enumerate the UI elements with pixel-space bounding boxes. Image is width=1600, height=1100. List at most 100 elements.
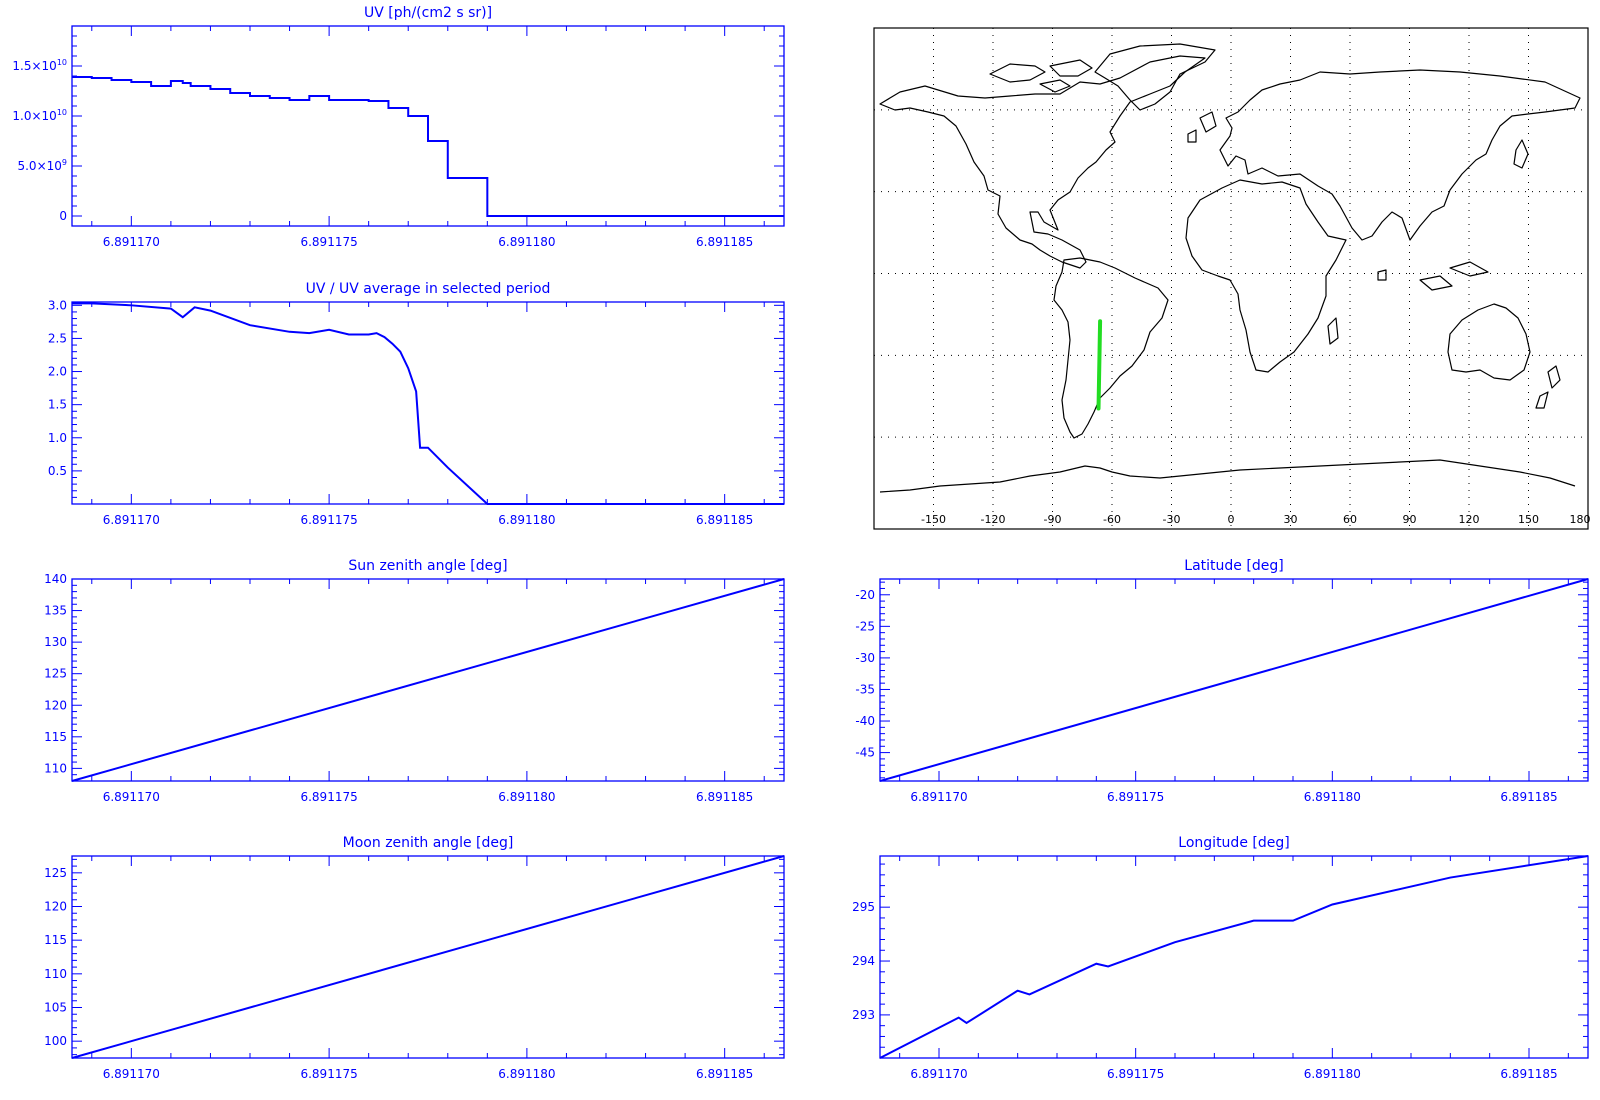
- y-tick-label: 140: [44, 572, 67, 586]
- x-tick-label: 6.891175: [300, 1067, 357, 1081]
- y-tick-label: -35: [855, 682, 875, 696]
- y-tick-label: 120: [44, 698, 67, 712]
- y-tick-label: 1.0: [48, 431, 67, 445]
- y-tick-label: 294: [852, 954, 875, 968]
- map-lon-label: 30: [1284, 513, 1298, 526]
- coastline-greenland: [1094, 43, 1216, 111]
- chart-title: Moon zenith angle [deg]: [343, 835, 514, 851]
- plot-frame: [879, 855, 1589, 1059]
- map-lon-label: 90: [1403, 513, 1417, 526]
- x-tick-label: 6.891170: [103, 1067, 160, 1081]
- x-tick-label: 6.891170: [910, 790, 967, 804]
- map-lon-label: 60: [1343, 513, 1357, 526]
- x-tick-label: 6.891185: [1500, 1067, 1557, 1081]
- plot-frame: [71, 855, 785, 1059]
- x-tick-label: 6.891175: [1107, 790, 1164, 804]
- x-tick-label: 6.891175: [300, 235, 357, 249]
- coastline-arctic-islands: [989, 59, 1093, 93]
- map-lon-label: -30: [1163, 513, 1181, 526]
- y-tick-label: 293: [852, 1008, 875, 1022]
- coastlines: [879, 43, 1581, 493]
- plot-frame: [879, 578, 1589, 782]
- series-line: [72, 302, 784, 505]
- y-tick-label: 1.0×1010: [12, 108, 67, 123]
- chart-title: Sun zenith angle [deg]: [348, 558, 507, 574]
- y-tick-label: 100: [44, 1034, 67, 1048]
- map-lon-label: -90: [1044, 513, 1062, 526]
- y-tick-label: 115: [44, 730, 67, 744]
- x-tick-label: 6.891180: [1304, 790, 1361, 804]
- y-tick-label: 130: [44, 635, 67, 649]
- y-tick-label: 135: [44, 604, 67, 618]
- coastline-north-america: [879, 55, 1206, 269]
- map-lon-label: 0: [1228, 513, 1235, 526]
- series-line: [71, 578, 785, 782]
- x-tick-label: 6.891175: [300, 513, 357, 527]
- x-tick-label: 6.891180: [498, 1067, 555, 1081]
- x-tick-label: 6.891180: [498, 513, 555, 527]
- map-lon-label: 150: [1518, 513, 1539, 526]
- y-tick-label: 115: [44, 933, 67, 947]
- y-tick-label: -25: [855, 619, 875, 633]
- y-tick-label: 125: [44, 866, 67, 880]
- map-frame: [873, 27, 1589, 530]
- y-tick-label: -30: [855, 651, 875, 665]
- y-tick-label: -45: [855, 746, 875, 760]
- chart-title: UV / UV average in selected period: [306, 281, 551, 297]
- y-tick-label: 295: [852, 900, 875, 914]
- map-graticule: [874, 28, 1588, 529]
- x-tick-label: 6.891185: [696, 790, 753, 804]
- x-tick-label: 6.891180: [498, 790, 555, 804]
- y-tick-label: -20: [855, 588, 875, 602]
- series-line: [72, 76, 784, 217]
- y-tick-label: 105: [44, 1001, 67, 1015]
- longitude-chart-panel: Longitude [deg] 6.891170 6.891175 6.891180 6…: [852, 835, 1589, 1081]
- y-tick-label: 1.5: [48, 398, 67, 412]
- x-tick-label: 6.891185: [696, 513, 753, 527]
- sun-zenith-chart-panel: Sun zenith angle [deg] 6.891170 6.891175 6.…: [44, 558, 785, 804]
- uv-ratio-chart-panel: UV / UV average in selected period 6.8911…: [48, 281, 785, 527]
- y-tick-label: 2.5: [48, 331, 67, 345]
- y-tick-label: 110: [44, 967, 67, 981]
- coastline-europe-asia: [1219, 69, 1581, 241]
- y-tick-label: 0.5: [48, 464, 67, 478]
- x-tick-label: 6.891185: [696, 1067, 753, 1081]
- uv-chart-panel: UV [ph/(cm2 s sr)] 6.891170 6.891175 6.8911…: [12, 5, 785, 249]
- moon-zenith-chart-panel: Moon zenith angle [deg] 6.891170 6.891175 6…: [44, 835, 785, 1081]
- coastline-antarctica: [879, 459, 1576, 493]
- world-map-panel: -150 -120 -90 -60 -30 0 30 60 90 120 150 180: [873, 27, 1591, 530]
- satellite-ground-track: [1096, 319, 1103, 411]
- y-tick-label: 1.5×1010: [12, 58, 67, 73]
- x-tick-label: 6.891175: [300, 790, 357, 804]
- chart-title: UV [ph/(cm2 s sr)]: [364, 5, 492, 21]
- y-tick-label: 5.0×109: [17, 158, 67, 173]
- y-tick-label: 125: [44, 667, 67, 681]
- x-tick-label: 6.891175: [1107, 1067, 1164, 1081]
- y-tick-label: -40: [855, 714, 875, 728]
- latitude-chart-panel: Latitude [deg] 6.891170 6.891175 6.891180 6.…: [855, 558, 1589, 804]
- chart-title: Longitude [deg]: [1178, 835, 1289, 851]
- map-lon-label: 120: [1459, 513, 1480, 526]
- x-tick-label: 6.891180: [498, 235, 555, 249]
- coastline-australia: [1447, 303, 1531, 381]
- chart-title: Latitude [deg]: [1184, 558, 1283, 574]
- y-tick-label: 120: [44, 900, 67, 914]
- y-tick-label: 3.0: [48, 298, 67, 312]
- plot-frame: [71, 301, 785, 505]
- map-lon-label: 180: [1570, 513, 1591, 526]
- x-tick-label: 6.891185: [1500, 790, 1557, 804]
- coastline-south-america: [1053, 257, 1169, 439]
- map-lon-label: -60: [1103, 513, 1121, 526]
- x-tick-label: 6.891180: [1304, 1067, 1361, 1081]
- y-tick-label: 110: [44, 761, 67, 775]
- x-tick-label: 6.891170: [103, 513, 160, 527]
- map-longitude-labels: -150 -120 -90 -60 -30 0 30 60 90 120 150 180: [921, 513, 1590, 526]
- map-lon-label: -150: [921, 513, 946, 526]
- coastline-islands: [1187, 111, 1561, 409]
- map-lon-label: -120: [981, 513, 1006, 526]
- series-line: [879, 578, 1589, 782]
- x-tick-label: 6.891170: [103, 235, 160, 249]
- x-tick-label: 6.891170: [103, 790, 160, 804]
- x-tick-label: 6.891185: [696, 235, 753, 249]
